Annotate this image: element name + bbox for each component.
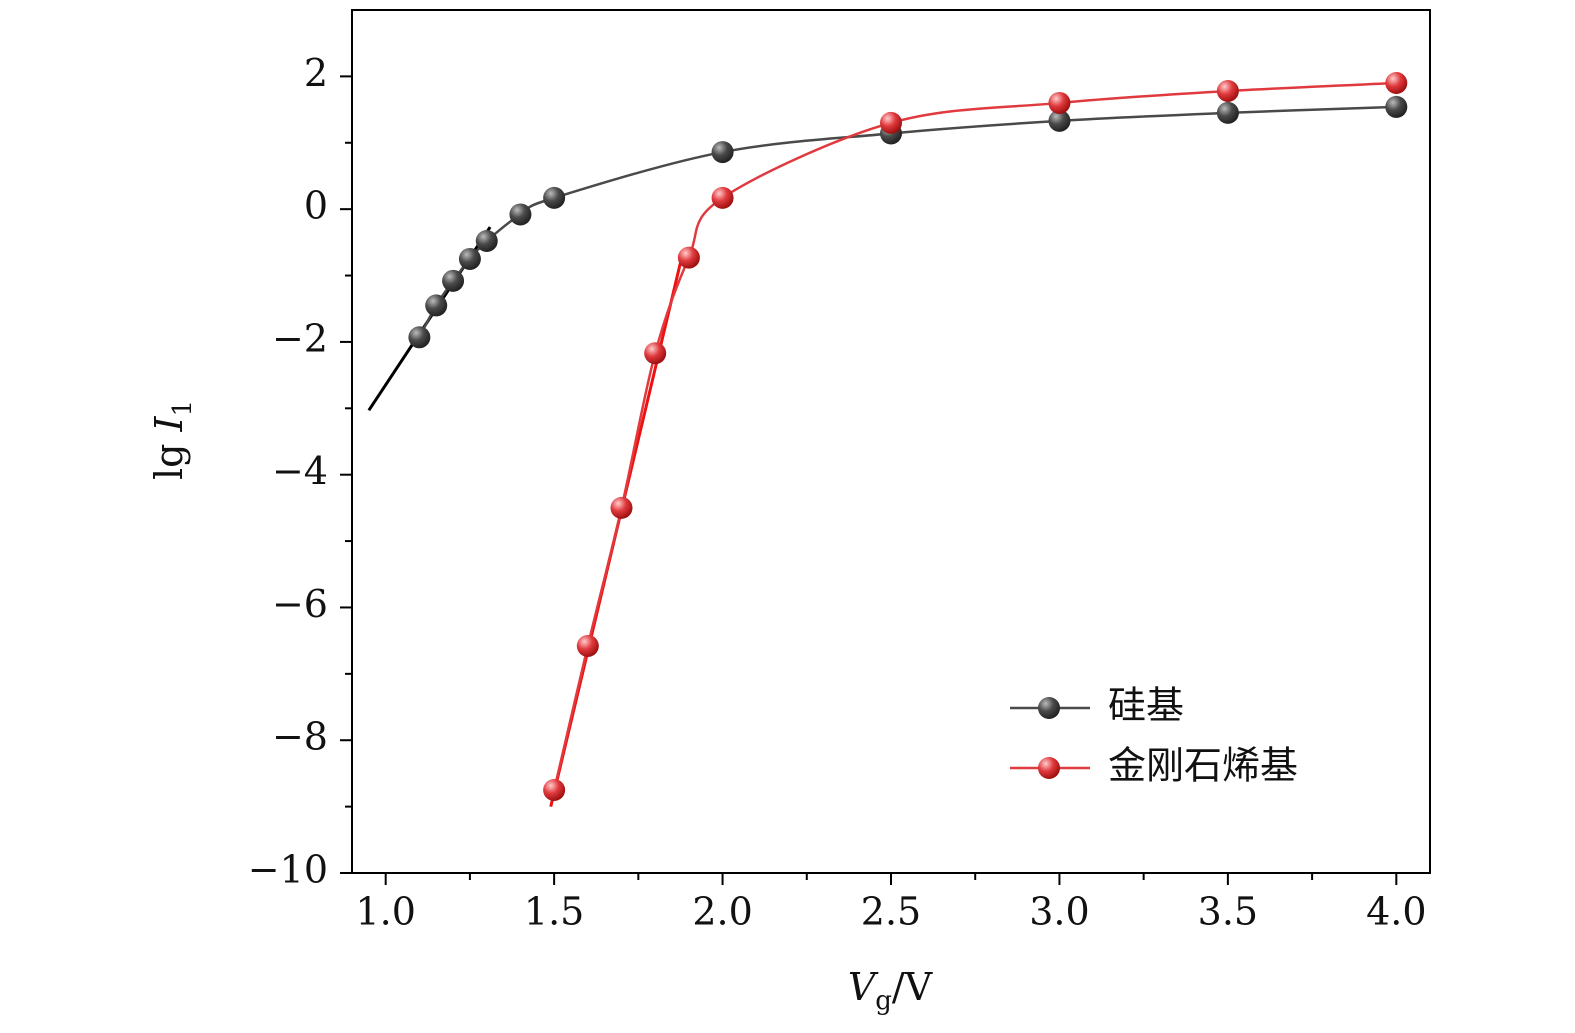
y-label-prefix: lg bbox=[147, 444, 191, 480]
x-tick-label: 3.0 bbox=[1029, 890, 1089, 934]
x-label-unit: /V bbox=[892, 965, 933, 1009]
point bbox=[1385, 72, 1408, 95]
y-tick-label: −2 bbox=[272, 316, 328, 360]
point bbox=[442, 269, 465, 292]
y-tick-label: 2 bbox=[304, 51, 328, 95]
point bbox=[543, 779, 566, 802]
x-axis-title: Vg/V bbox=[848, 965, 933, 1017]
legend-label: 金刚石烯基 bbox=[1108, 744, 1298, 788]
y-label-sub: 1 bbox=[168, 400, 198, 417]
point bbox=[880, 111, 902, 134]
legend-label: 硅基 bbox=[1108, 684, 1184, 728]
point bbox=[425, 294, 448, 317]
x-label-sub: g bbox=[875, 986, 892, 1016]
legend-marker bbox=[1038, 757, 1060, 779]
x-tick-label: 1.5 bbox=[524, 890, 584, 934]
x-tick-label: 2.5 bbox=[861, 890, 921, 934]
point bbox=[543, 186, 566, 209]
point bbox=[610, 496, 633, 519]
x-tick-label: 2.0 bbox=[692, 890, 752, 934]
point bbox=[1048, 109, 1071, 132]
point bbox=[1216, 101, 1239, 124]
series-line bbox=[418, 105, 1397, 338]
point bbox=[1048, 91, 1071, 114]
y-tick-label: −8 bbox=[272, 715, 328, 759]
point bbox=[576, 634, 599, 657]
x-label-symbol: V bbox=[848, 965, 879, 1009]
point bbox=[644, 342, 667, 365]
point bbox=[408, 326, 431, 349]
point bbox=[677, 246, 700, 269]
y-tick-label: −6 bbox=[272, 582, 328, 626]
y-axis-title: lg I1 bbox=[147, 400, 199, 480]
x-tick-label: 4.0 bbox=[1366, 890, 1426, 934]
series-line bbox=[552, 81, 1397, 791]
point bbox=[475, 230, 498, 253]
point bbox=[509, 203, 532, 226]
y-tick-label: −10 bbox=[248, 848, 328, 892]
point bbox=[1385, 95, 1408, 118]
legend-marker bbox=[1038, 697, 1060, 719]
y-tick-label: −4 bbox=[272, 449, 328, 493]
y-label-symbol: I bbox=[147, 416, 191, 433]
y-tick-label: 0 bbox=[304, 184, 328, 228]
point bbox=[711, 186, 734, 209]
x-tick-label: 1.0 bbox=[355, 890, 415, 934]
point bbox=[1216, 79, 1239, 102]
point bbox=[458, 247, 481, 270]
x-tick-label: 3.5 bbox=[1198, 890, 1258, 934]
point bbox=[711, 141, 734, 164]
